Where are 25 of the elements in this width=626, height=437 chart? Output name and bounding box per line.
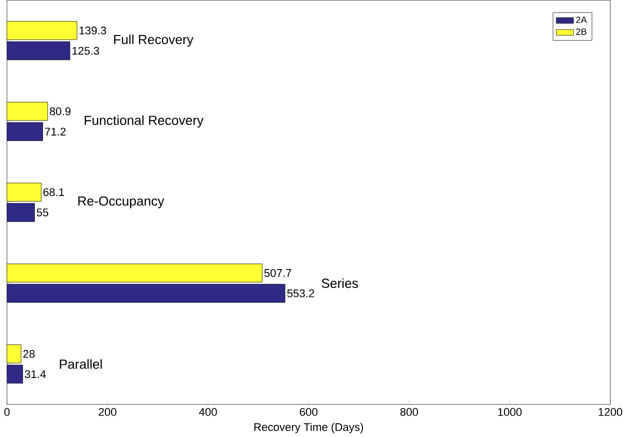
data-label: 507.7 bbox=[264, 269, 292, 278]
legend-label: 2B bbox=[576, 28, 586, 36]
x-tick-label: 1200 bbox=[598, 408, 622, 416]
x-tick-label: 400 bbox=[199, 408, 217, 416]
data-label: 553.2 bbox=[287, 290, 314, 298]
data-label: 55 bbox=[36, 208, 48, 217]
y-tick-label: Series bbox=[322, 278, 358, 288]
x-tick-label: 1000 bbox=[498, 408, 522, 416]
y-tick-label: Parallel bbox=[60, 359, 102, 370]
legend-label: 2A bbox=[576, 16, 587, 24]
y-tick-label: Full Recovery bbox=[114, 34, 194, 47]
x-tick-label: 800 bbox=[400, 408, 418, 416]
data-label: 71.2 bbox=[45, 128, 66, 136]
data-label: 31.4 bbox=[24, 370, 46, 378]
x-tick-label: 0 bbox=[4, 408, 10, 416]
x-axis-title: Recovery Time (Days) bbox=[254, 423, 364, 434]
y-tick-label: Re-Occupancy bbox=[78, 196, 164, 208]
data-label: 28 bbox=[23, 350, 35, 358]
data-label: 68.1 bbox=[43, 188, 64, 196]
data-label: 80.9 bbox=[50, 108, 70, 116]
data-label: 125.3 bbox=[72, 47, 100, 55]
data-label: 139.3 bbox=[80, 26, 106, 35]
y-tick-label: Functional Recovery bbox=[84, 116, 204, 128]
x-tick-label: 200 bbox=[98, 408, 116, 416]
x-tick-label: 600 bbox=[300, 408, 318, 416]
